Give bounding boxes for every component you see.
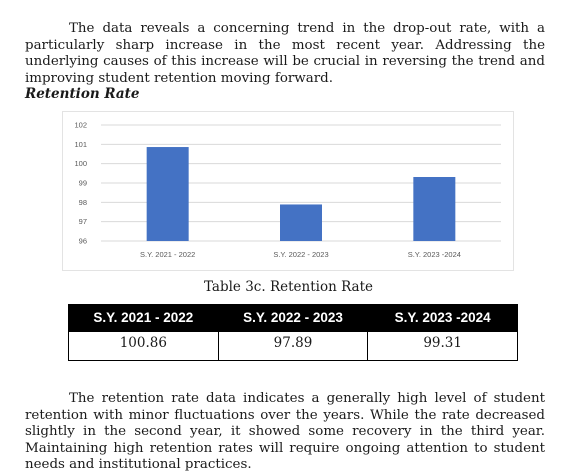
table-caption: Table 3c. Retention Rate: [203, 279, 374, 295]
y-tick-label: 102: [74, 121, 87, 130]
table-header-cell: S.Y. 2021 - 2022: [68, 304, 219, 332]
x-tick-label: S.Y. 2022 - 2023: [273, 250, 328, 259]
section-heading: Retention Rate: [25, 86, 140, 102]
y-tick-label: 101: [74, 140, 87, 149]
table-cell: 99.31: [367, 331, 518, 361]
retention-chart: 96 97 98 99 100 101 102 S.Y. 2021 - 2022 S.Y. 20…: [62, 111, 514, 271]
outro-paragraph: The retention rate data indicates a gene…: [25, 391, 545, 473]
bar: [413, 177, 456, 241]
table-header-cell: S.Y. 2022 - 2023: [217, 304, 369, 332]
y-tick-label: 99: [79, 179, 87, 188]
retention-table: S.Y. 2021 - 2022 S.Y. 2022 - 2023 S.Y. 2…: [68, 304, 518, 361]
x-tick-label: S.Y. 2021 - 2022: [140, 250, 195, 259]
y-tick-label: 96: [79, 237, 87, 246]
y-tick-label: 98: [79, 198, 87, 207]
table-header-cell: S.Y. 2023 -2024: [367, 304, 518, 332]
chart-plot: 96 97 98 99 100 101 102 S.Y. 2021 - 2022 S.Y. 20…: [74, 121, 501, 259]
table-cell: 97.89: [217, 331, 369, 361]
x-tick-label: S.Y. 2023 -2024: [408, 250, 461, 259]
table-row: 100.86 97.89 99.31: [68, 331, 518, 361]
bar: [280, 204, 322, 241]
y-tick-label: 100: [74, 159, 87, 168]
intro-paragraph: The data reveals a concerning trend in t…: [25, 21, 545, 86]
bar: [146, 147, 189, 241]
table-cell: 100.86: [68, 331, 219, 361]
y-tick-label: 97: [79, 217, 87, 226]
table-header-row: S.Y. 2021 - 2022 S.Y. 2022 - 2023 S.Y. 2…: [68, 304, 518, 332]
